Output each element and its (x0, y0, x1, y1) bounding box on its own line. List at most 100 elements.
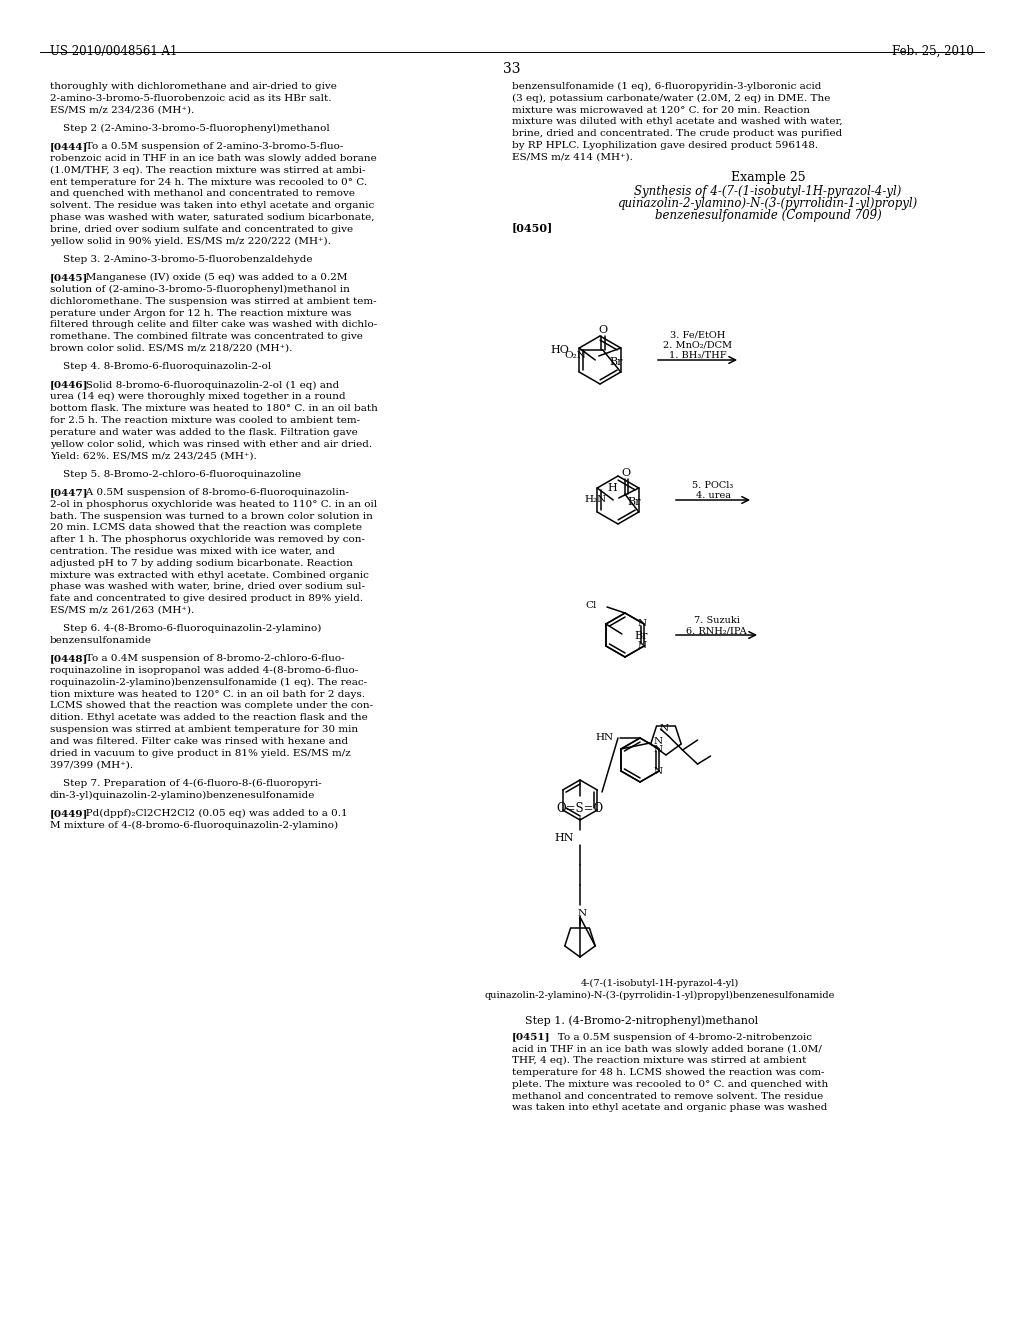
Text: HO: HO (550, 345, 568, 355)
Text: (3 eq), potassium carbonate/water (2.0M, 2 eq) in DME. The: (3 eq), potassium carbonate/water (2.0M,… (512, 94, 830, 103)
Text: Solid 8-bromo-6-fluoroquinazolin-2-ol (1 eq) and: Solid 8-bromo-6-fluoroquinazolin-2-ol (1… (76, 380, 339, 389)
Text: by RP HPLC. Lyophilization gave desired product 596148.: by RP HPLC. Lyophilization gave desired … (512, 141, 818, 150)
Text: Synthesis of 4-(7-(1-isobutyl-1H-pyrazol-4-yl): Synthesis of 4-(7-(1-isobutyl-1H-pyrazol… (634, 185, 902, 198)
Text: brine, dried over sodium sulfate and concentrated to give: brine, dried over sodium sulfate and con… (50, 224, 353, 234)
Text: 2-amino-3-bromo-5-fluorobenzoic acid as its HBr salt.: 2-amino-3-bromo-5-fluorobenzoic acid as … (50, 94, 332, 103)
Text: urea (14 eq) were thoroughly mixed together in a round: urea (14 eq) were thoroughly mixed toget… (50, 392, 346, 401)
Text: 2. MnO₂/DCM: 2. MnO₂/DCM (663, 341, 732, 350)
Text: Yield: 62%. ES/MS m/z 243/245 (MH⁺).: Yield: 62%. ES/MS m/z 243/245 (MH⁺). (50, 451, 257, 461)
Text: bottom flask. The mixture was heated to 180° C. in an oil bath: bottom flask. The mixture was heated to … (50, 404, 378, 413)
Text: Step 2 (2-Amino-3-bromo-5-fluorophenyl)methanol: Step 2 (2-Amino-3-bromo-5-fluorophenyl)m… (50, 124, 330, 133)
Text: suspension was stirred at ambient temperature for 30 min: suspension was stirred at ambient temper… (50, 725, 358, 734)
Text: yellow color solid, which was rinsed with ether and air dried.: yellow color solid, which was rinsed wit… (50, 440, 372, 449)
Text: H₂N: H₂N (585, 495, 607, 504)
Text: mixture was extracted with ethyl acetate. Combined organic: mixture was extracted with ethyl acetate… (50, 570, 369, 579)
Text: A 0.5M suspension of 8-bromo-6-fluoroquinazolin-: A 0.5M suspension of 8-bromo-6-fluoroqui… (76, 488, 349, 496)
Text: romethane. The combined filtrate was concentrated to give: romethane. The combined filtrate was con… (50, 333, 362, 341)
Text: robenzoic acid in THF in an ice bath was slowly added borane: robenzoic acid in THF in an ice bath was… (50, 154, 377, 162)
Text: (1.0M/THF, 3 eq). The reaction mixture was stirred at ambi-: (1.0M/THF, 3 eq). The reaction mixture w… (50, 166, 366, 176)
Text: was taken into ethyl acetate and organic phase was washed: was taken into ethyl acetate and organic… (512, 1104, 827, 1113)
Text: 3. Fe/EtOH: 3. Fe/EtOH (670, 331, 725, 341)
Text: yellow solid in 90% yield. ES/MS m/z 220/222 (MH⁺).: yellow solid in 90% yield. ES/MS m/z 220… (50, 236, 331, 246)
Text: 397/399 (MH⁺).: 397/399 (MH⁺). (50, 760, 133, 770)
Text: 2-ol in phosphorus oxychloride was heated to 110° C. in an oil: 2-ol in phosphorus oxychloride was heate… (50, 500, 377, 508)
Text: temperature for 48 h. LCMS showed the reaction was com-: temperature for 48 h. LCMS showed the re… (512, 1068, 824, 1077)
Text: benzensulfonamide: benzensulfonamide (50, 636, 152, 645)
Text: 20 min. LCMS data showed that the reaction was complete: 20 min. LCMS data showed that the reacti… (50, 523, 362, 532)
Text: centration. The residue was mixed with ice water, and: centration. The residue was mixed with i… (50, 546, 335, 556)
Text: Feb. 25, 2010: Feb. 25, 2010 (892, 45, 974, 58)
Text: quinazolin-2-ylamino)-N-(3-(pyrrolidin-1-yl)propyl)benzenesulfonamide: quinazolin-2-ylamino)-N-(3-(pyrrolidin-1… (484, 990, 836, 999)
Text: brown color solid. ES/MS m/z 218/220 (MH⁺).: brown color solid. ES/MS m/z 218/220 (MH… (50, 345, 293, 352)
Text: roquinazoline in isopropanol was added 4-(8-bromo-6-fluo-: roquinazoline in isopropanol was added 4… (50, 667, 358, 676)
Text: mixture was diluted with ethyl acetate and washed with water,: mixture was diluted with ethyl acetate a… (512, 117, 843, 127)
Text: To a 0.4M suspension of 8-bromo-2-chloro-6-fluo-: To a 0.4M suspension of 8-bromo-2-chloro… (76, 655, 345, 663)
Text: Step 4. 8-Bromo-6-fluoroquinazolin-2-ol: Step 4. 8-Bromo-6-fluoroquinazolin-2-ol (50, 362, 271, 371)
Text: roquinazolin-2-ylamino)benzensulfonamide (1 eq). The reac-: roquinazolin-2-ylamino)benzensulfonamide… (50, 678, 368, 686)
Text: THF, 4 eq). The reaction mixture was stirred at ambient: THF, 4 eq). The reaction mixture was sti… (512, 1056, 806, 1065)
Text: O: O (598, 325, 607, 335)
Text: N: N (653, 744, 663, 754)
Text: [0444]: [0444] (50, 143, 88, 152)
Text: Step 5. 8-Bromo-2-chloro-6-fluoroquinazoline: Step 5. 8-Bromo-2-chloro-6-fluoroquinazo… (50, 470, 301, 479)
Text: Example 25: Example 25 (731, 170, 805, 183)
Text: O: O (622, 469, 631, 478)
Text: N: N (659, 723, 669, 733)
Text: Step 6. 4-(8-Bromo-6-fluoroquinazolin-2-ylamino): Step 6. 4-(8-Bromo-6-fluoroquinazolin-2-… (50, 624, 322, 634)
Text: ent temperature for 24 h. The mixture was recooled to 0° C.: ent temperature for 24 h. The mixture wa… (50, 178, 368, 186)
Text: dichloromethane. The suspension was stirred at ambient tem-: dichloromethane. The suspension was stir… (50, 297, 377, 306)
Text: 6. RNH₂/IPA: 6. RNH₂/IPA (686, 626, 746, 635)
Text: Manganese (IV) oxide (5 eq) was added to a 0.2M: Manganese (IV) oxide (5 eq) was added to… (76, 273, 347, 282)
Text: perature and water was added to the flask. Filtration gave: perature and water was added to the flas… (50, 428, 357, 437)
Text: phase was washed with water, saturated sodium bicarbonate,: phase was washed with water, saturated s… (50, 213, 375, 222)
Text: phase was washed with water, brine, dried over sodium sul-: phase was washed with water, brine, drie… (50, 582, 365, 591)
Text: 7. Suzuki: 7. Suzuki (693, 616, 739, 624)
Text: LCMS showed that the reaction was complete under the con-: LCMS showed that the reaction was comple… (50, 701, 373, 710)
Text: US 2010/0048561 A1: US 2010/0048561 A1 (50, 45, 177, 58)
Text: adjusted pH to 7 by adding sodium bicarbonate. Reaction: adjusted pH to 7 by adding sodium bicarb… (50, 558, 353, 568)
Text: [0449]: [0449] (50, 809, 88, 818)
Text: HN: HN (596, 734, 614, 742)
Text: To a 0.5M suspension of 2-amino-3-bromo-5-fluo-: To a 0.5M suspension of 2-amino-3-bromo-… (76, 143, 343, 152)
Text: quinazolin-2-ylamino)-N-(3-(pyrrolidin-1-yl)propyl): quinazolin-2-ylamino)-N-(3-(pyrrolidin-1… (617, 197, 919, 210)
Text: dried in vacuum to give product in 81% yield. ES/MS m/z: dried in vacuum to give product in 81% y… (50, 748, 351, 758)
Text: din-3-yl)quinazolin-2-ylamino)benzenesulfonamide: din-3-yl)quinazolin-2-ylamino)benzenesul… (50, 791, 315, 800)
Text: O=S=O: O=S=O (556, 801, 603, 814)
Text: [0451]: [0451] (512, 1032, 551, 1041)
Text: [0446]: [0446] (50, 380, 88, 389)
Text: Step 3. 2-Amino-3-bromo-5-fluorobenzaldehyde: Step 3. 2-Amino-3-bromo-5-fluorobenzalde… (50, 255, 312, 264)
Text: Br: Br (628, 498, 641, 507)
Text: Br: Br (609, 356, 623, 367)
Text: methanol and concentrated to remove solvent. The residue: methanol and concentrated to remove solv… (512, 1092, 823, 1101)
Text: tion mixture was heated to 120° C. in an oil bath for 2 days.: tion mixture was heated to 120° C. in an… (50, 689, 365, 698)
Text: Br: Br (634, 631, 647, 642)
Text: bath. The suspension was turned to a brown color solution in: bath. The suspension was turned to a bro… (50, 512, 373, 520)
Text: [0445]: [0445] (50, 273, 88, 282)
Text: HN: HN (555, 833, 574, 843)
Text: 4. urea: 4. urea (695, 491, 730, 500)
Text: [0448]: [0448] (50, 655, 88, 663)
Text: N: N (638, 619, 646, 628)
Text: N: N (653, 767, 663, 776)
Text: thoroughly with dichloromethane and air-dried to give: thoroughly with dichloromethane and air-… (50, 82, 337, 91)
Text: filtered through celite and filter cake was washed with dichlo-: filtered through celite and filter cake … (50, 321, 377, 330)
Text: acid in THF in an ice bath was slowly added borane (1.0M/: acid in THF in an ice bath was slowly ad… (512, 1044, 822, 1053)
Text: Pd(dppf)₂Cl2CH2Cl2 (0.05 eq) was added to a 0.1: Pd(dppf)₂Cl2CH2Cl2 (0.05 eq) was added t… (76, 809, 348, 818)
Text: [0450]: [0450] (512, 223, 553, 234)
Text: 4-(7-(1-isobutyl-1H-pyrazol-4-yl): 4-(7-(1-isobutyl-1H-pyrazol-4-yl) (581, 978, 739, 987)
Text: and quenched with methanol and concentrated to remove: and quenched with methanol and concentra… (50, 189, 355, 198)
Text: N: N (638, 642, 646, 651)
Text: solution of (2-amino-3-bromo-5-fluorophenyl)methanol in: solution of (2-amino-3-bromo-5-fluorophe… (50, 285, 350, 294)
Text: solvent. The residue was taken into ethyl acetate and organic: solvent. The residue was taken into ethy… (50, 201, 374, 210)
Text: perature under Argon for 12 h. The reaction mixture was: perature under Argon for 12 h. The react… (50, 309, 351, 318)
Text: N: N (578, 908, 587, 917)
Text: Cl: Cl (586, 601, 597, 610)
Text: plete. The mixture was recooled to 0° C. and quenched with: plete. The mixture was recooled to 0° C.… (512, 1080, 828, 1089)
Text: M mixture of 4-(8-bromo-6-fluoroquinazolin-2-ylamino): M mixture of 4-(8-bromo-6-fluoroquinazol… (50, 821, 338, 830)
Text: after 1 h. The phosphorus oxychloride was removed by con-: after 1 h. The phosphorus oxychloride wa… (50, 535, 365, 544)
Text: benzensulfonamide (1 eq), 6-fluoropyridin-3-ylboronic acid: benzensulfonamide (1 eq), 6-fluoropyridi… (512, 82, 821, 91)
Text: ES/MS m/z 414 (MH⁺).: ES/MS m/z 414 (MH⁺). (512, 153, 633, 162)
Text: 1. BH₃/THF: 1. BH₃/THF (669, 351, 726, 360)
Text: mixture was microwaved at 120° C. for 20 min. Reaction: mixture was microwaved at 120° C. for 20… (512, 106, 810, 115)
Text: fate and concentrated to give desired product in 89% yield.: fate and concentrated to give desired pr… (50, 594, 364, 603)
